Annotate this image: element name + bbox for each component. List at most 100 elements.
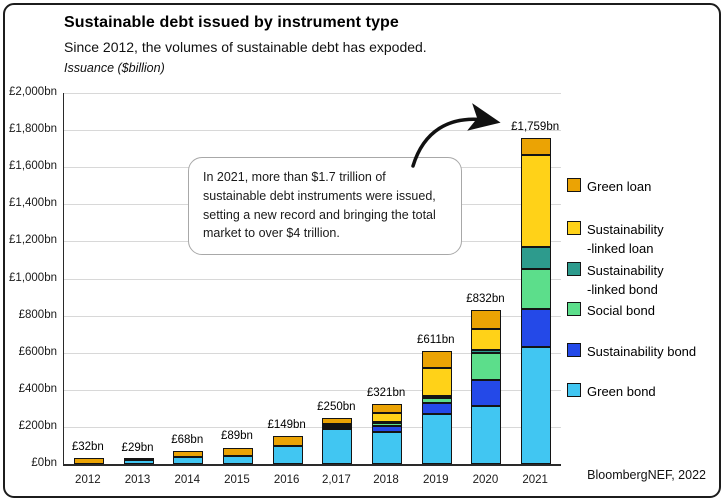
bar-total-label: £68bn [171, 434, 204, 447]
bar-total-label: £321bn [366, 387, 406, 400]
bar-segment-sustainability-linked-bond [521, 246, 552, 270]
x-tick-label: 2019 [422, 474, 449, 486]
gridline [64, 426, 561, 428]
bar-segment-social-bond [471, 352, 502, 380]
gridline [64, 315, 561, 317]
bar-segment-sustainability-linked-bond [471, 349, 502, 353]
gridline [64, 93, 561, 94]
y-tick-label: £800bn [18, 308, 57, 321]
legend-swatch [567, 221, 581, 235]
legend-label: Sustainability -linked loan [587, 222, 664, 256]
bar-segment-sustainability-bond [372, 425, 403, 433]
bar-segment-green-bond [173, 456, 204, 464]
bar-segment-social-bond [421, 398, 452, 403]
legend-item: Sustainability bond [567, 342, 696, 361]
bar-segment-social-bond [372, 422, 403, 426]
legend-row: Sustainability -linked bond [567, 261, 664, 299]
chart-subtitle: Since 2012, the volumes of sustainable d… [64, 39, 427, 55]
legend-item: Sustainability -linked bond [567, 261, 664, 299]
bar-segment-green-bond [421, 413, 452, 464]
legend-label: Green bond [587, 384, 656, 399]
y-tick-label: £1,200bn [9, 234, 57, 247]
legend-row: Green loan [567, 177, 651, 196]
legend-row: Social bond [567, 301, 655, 320]
bar-total-label: £611bn [416, 333, 455, 346]
bar-segment-sustainability-linked-loan [372, 413, 403, 423]
legend-row: Green bond [567, 382, 656, 401]
bar-segment-green-loan [471, 309, 502, 329]
gridline [64, 130, 561, 132]
bar-total-label: £32bn [71, 441, 104, 454]
y-tick-label: £1,000bn [9, 271, 57, 284]
x-tick-label: 2,017 [321, 474, 351, 486]
gridline [64, 389, 561, 391]
bar-segment-green-loan [173, 451, 204, 457]
bar-segment-social-bond [322, 425, 353, 428]
y-tick-label: £1,400bn [9, 197, 57, 210]
bar-segment-sustainability-linked-loan [471, 328, 502, 350]
y-tick-label: £400bn [18, 382, 57, 395]
gridline [64, 352, 561, 354]
legend-label: Social bond [587, 303, 655, 318]
axis-unit-note: Issuance ($billion) [64, 61, 165, 75]
legend-item: Green bond [567, 382, 656, 401]
bar-segment-green-loan [222, 447, 253, 456]
bar-segment-green-loan [123, 457, 154, 460]
y-tick-label: £1,600bn [9, 160, 57, 173]
x-tick-label: 2020 [472, 474, 499, 486]
x-tick-label: 2016 [273, 474, 300, 486]
bar-segment-green-bond [123, 459, 154, 464]
legend-row: Sustainability -linked loan [567, 220, 664, 258]
bar-segment-sustainability-linked-bond [421, 395, 452, 399]
x-tick-label: 2014 [174, 474, 201, 486]
x-tick-label: 2021 [522, 474, 548, 486]
legend-item: Sustainability -linked loan [567, 220, 664, 258]
chart-title: Sustainable debt issued by instrument ty… [64, 14, 399, 31]
bar-total-label: £832bn [466, 292, 505, 305]
bar-segment-sustainability-bond [471, 379, 502, 406]
legend-row: Sustainability bond [567, 342, 696, 361]
bar-total-label: £149bn [267, 419, 306, 432]
legend-label: Sustainability bond [587, 344, 697, 359]
bar-segment-green-bond [471, 405, 502, 464]
x-tick-label: 2018 [373, 474, 399, 486]
legend-label: Sustainability -linked bond [587, 263, 664, 297]
y-tick-label: £1,800bn [9, 123, 57, 136]
x-tick-label: 2015 [224, 474, 250, 486]
bar-total-label: £1,759bn [511, 120, 560, 133]
legend-label: Green loan [587, 179, 652, 194]
legend-swatch [567, 383, 581, 397]
x-tick-label: 2012 [75, 474, 101, 486]
bar-segment-green-loan [421, 350, 452, 369]
legend-item: Social bond [567, 301, 655, 320]
bar-segment-green-bond [372, 432, 403, 464]
bar-segment-green-loan [322, 417, 353, 424]
legend-swatch [567, 262, 581, 276]
bar-segment-sustainability-linked-loan [421, 368, 452, 396]
bar-segment-sustainability-bond [521, 308, 552, 348]
bar-segment-sustainability-linked-loan [521, 154, 552, 247]
bar-total-label: £250bn [317, 400, 356, 413]
bar-segment-green-bond [521, 347, 552, 464]
gridline [64, 278, 561, 280]
bar-segment-green-bond [222, 455, 253, 464]
legend-item: Green loan [567, 177, 651, 196]
y-tick-label: £200bn [18, 419, 57, 432]
bar-segment-green-bond [272, 445, 303, 464]
bar-total-label: £29bn [121, 441, 154, 454]
y-tick-label: £2,000bn [9, 86, 57, 98]
legend-swatch [567, 343, 581, 357]
bar-segment-green-loan [272, 436, 303, 446]
annotation-callout: In 2021, more than $1.7 trillion of sust… [188, 157, 462, 255]
x-tick-label: 2013 [124, 474, 151, 486]
plot-area [63, 93, 561, 466]
bar-segment-social-bond [521, 269, 552, 309]
legend-swatch [567, 302, 581, 316]
bar-segment-green-loan [521, 137, 552, 155]
bar-segment-green-loan [73, 458, 104, 464]
legend-swatch [567, 178, 581, 192]
bar-segment-sustainability-bond [421, 402, 452, 414]
bar-segment-green-bond [322, 429, 353, 464]
y-tick-label: £0bn [31, 457, 57, 469]
